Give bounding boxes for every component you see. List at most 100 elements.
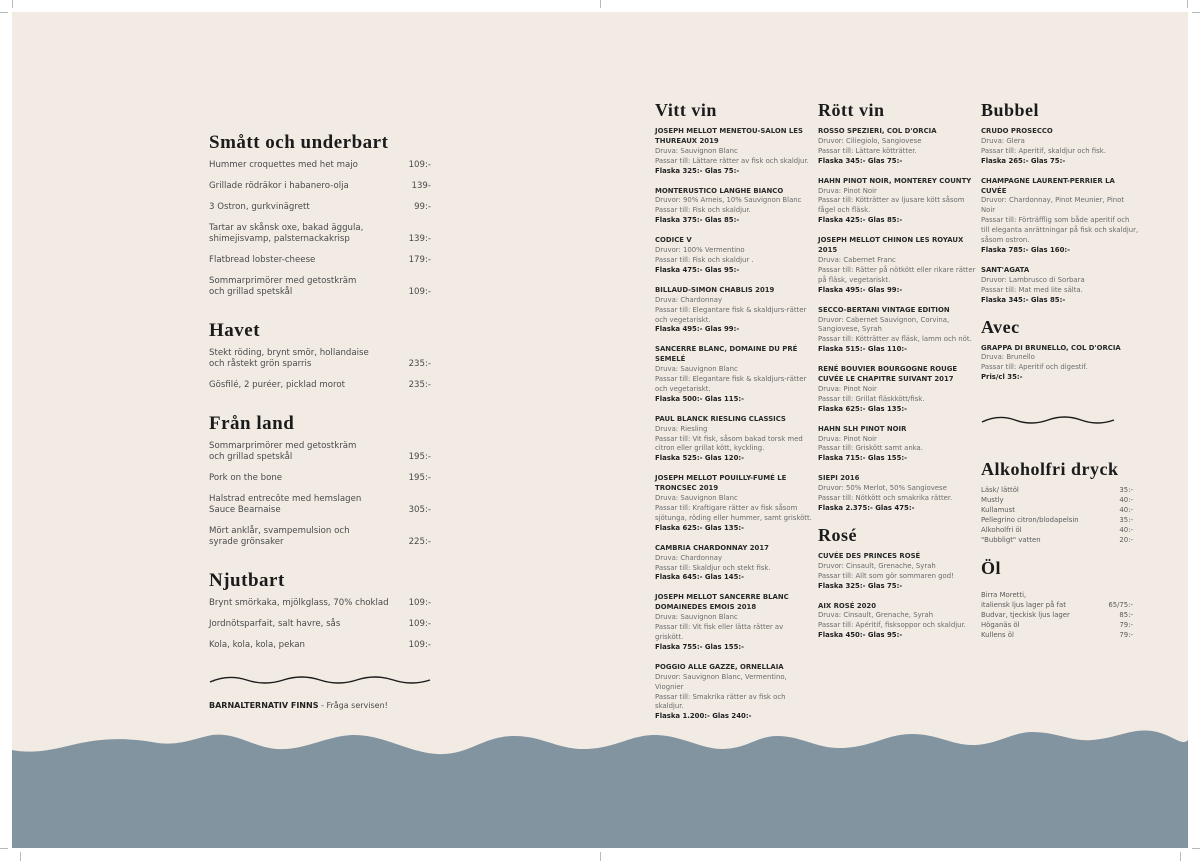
wine-pairing: Passar till: Nötkött och smakrika rätter… <box>818 494 953 503</box>
wine-name: Joseph Mellot Sancerre Blanc Domainedes … <box>655 593 789 612</box>
drink-price: 35:- <box>1119 515 1133 524</box>
section-heading: Vitt vin <box>655 100 717 120</box>
wine-grape: Druva: Sauvignon Blanc <box>655 365 738 374</box>
wave-divider-icon <box>209 676 431 684</box>
wine-pairing: Passar till: Fisk och skaldjur. <box>655 206 751 215</box>
drink-name: Birra Moretti, italiensk ljus lager på f… <box>981 591 1066 610</box>
wine-pairing: Passar till: Griskött samt anka. <box>818 444 923 453</box>
section-heading: Smått och underbart <box>209 132 389 153</box>
dish-item: Flatbread lobster-cheese 179:- <box>209 255 431 266</box>
wine-name: Secco-Bertani Vintage Edition <box>818 305 950 314</box>
crop-mark <box>600 0 601 8</box>
drink-price: 79:- <box>1119 621 1133 630</box>
wine-price: Flaska 425:- Glas 85:- <box>818 216 903 225</box>
dish-item: Hummer croquettes med het majo 109:- <box>209 160 431 171</box>
menu-section: Njutbart Brynt smörkaka, mjölkglass, 70% … <box>209 570 431 651</box>
wine-price: Flaska 715:- Glas 155:- <box>818 454 908 463</box>
dish-name: Mört anklår, svampemulsion och syrade gr… <box>209 526 350 547</box>
dish-item: Kola, kola, kola, pekan 109:- <box>209 640 431 651</box>
drink-name: Höganäs öl <box>981 621 1020 630</box>
wine-name: Hahn Pinot Noir, Monterey County <box>818 176 972 185</box>
dish-name: Hummer croquettes med het majo <box>209 160 358 170</box>
wine-entry: Joseph Mellot Menetou-Salon Les Thureaux… <box>655 127 813 177</box>
wine-name: AIX Rosé 2020 <box>818 601 877 610</box>
drink-item: Läsk/ lättöl 35:- <box>981 486 1133 496</box>
soft-drinks-beer-column: Alkoholfri dryck Läsk/ lättöl 35:- Mustly 40… <box>981 458 1133 641</box>
sparkling-avec-column: Bubbel Crudo Prosecco Druva: Glera Passar t… <box>981 99 1139 427</box>
wine-pairing: Passar till: Allt som gör sommaren god! <box>818 571 954 580</box>
wine-grape: Druvor: Cinsault, Grenache, Syrah <box>818 561 936 570</box>
drink-price: 65/75:- <box>1108 601 1133 610</box>
dish-item: Sommarprimörer med getostkräm och grilla… <box>209 276 431 298</box>
wave-divider-icon <box>981 416 1115 424</box>
wine-price: Flaska 450:- Glas 95:- <box>818 631 903 640</box>
dish-price: 179:- <box>408 255 431 265</box>
wine-pairing: Passar till: Aperitif, skaldjur och fisk… <box>981 146 1106 155</box>
wine-entry: Cambria Chardonnay 2017 Druva: Chardonnay… <box>655 544 813 584</box>
wine-pairing: Passar till: Lättare kötträtter. <box>818 146 917 155</box>
wine-grape: Druva: Cabernet Franc <box>818 255 896 264</box>
wine-grape: Druvor: Lambrusco di Sorbara <box>981 275 1085 284</box>
wine-grape: Druva: Riesling <box>655 424 708 433</box>
drink-name: Kullamust <box>981 505 1015 514</box>
dish-price: 109:- <box>408 287 431 297</box>
wine-grape: Druva: Pinot Noir <box>818 186 877 195</box>
wine-entry: Joseph Mellot Chinon Les Royaux 2015 Druv… <box>818 236 976 295</box>
wine-pairing: Passar till: Apéritif, fisksoppor och sk… <box>818 621 966 630</box>
wine-pairing: Passar till: Rätter på nötkött eller rik… <box>818 265 976 284</box>
wine-name: Poggio Alle Gazze, Ornellaia <box>655 662 784 671</box>
dish-name: Kola, kola, kola, pekan <box>209 640 305 650</box>
section-heading: Rosé <box>818 524 857 545</box>
wine-name: Cuvée des Princes Rosé <box>818 551 921 560</box>
wine-entry: Rosso Spezieri, Col d'Orcia Druvor: Cilie… <box>818 127 976 167</box>
wine-grape: Druvor: 100% Vermentino <box>655 246 745 255</box>
crop-mark <box>20 852 21 861</box>
wine-pairing: Passar till: Lättare rätter av fisk och … <box>655 156 809 165</box>
dish-name: 3 Ostron, gurkvinägrett <box>209 202 310 212</box>
white-wine-column: Vitt vin Joseph Mellot Menetou-Salon Les … <box>655 99 813 732</box>
wine-name: Joseph Mellot Chinon Les Royaux 2015 <box>818 236 964 255</box>
crop-mark <box>1187 0 1188 8</box>
drink-item: Alkoholfri öl 40:- <box>981 526 1133 536</box>
wine-price: Flaska 375:- Glas 85:- <box>655 216 740 225</box>
wine-entry: Billaud-Simon Chablis 2019 Druva: Chardon… <box>655 286 813 336</box>
wine-section: Rosé Cuvée des Princes Rosé Druvor: Cinsau… <box>818 524 976 641</box>
dish-item: Jordnötsparfait, salt havre, sås 109:- <box>209 619 431 630</box>
wine-grape: Druva: Sauvignon Blanc <box>655 146 738 155</box>
dish-name: Halstrad entrecôte med hemslagen Sauce B… <box>209 494 362 515</box>
wine-entry: Poggio Alle Gazze, Ornellaia Druvor: Sauv… <box>655 663 813 722</box>
dish-item: Pork on the bone 195:- <box>209 473 431 484</box>
dish-name: Sommarprimörer med getostkräm och grilla… <box>209 441 357 462</box>
drink-name: Mustly <box>981 495 1004 504</box>
wine-price: Flaska 625:- Glas 135:- <box>818 404 908 413</box>
dish-item: Halstrad entrecôte med hemslagen Sauce B… <box>209 494 431 516</box>
drink-price: 20:- <box>1119 535 1133 544</box>
soft-drinks-section: Alkoholfri dryck Läsk/ lättöl 35:- Mustly 40… <box>981 458 1133 545</box>
dish-price: 225:- <box>408 537 431 547</box>
menu-spread <box>12 12 1188 848</box>
wine-entry: Grappa di Brunello, Col d'Orcia Druva: Br… <box>981 344 1139 384</box>
wine-price: Flaska 525:- Glas 120:- <box>655 454 745 463</box>
wine-entry: Monterustico Langhe Bianco Druvor: 90% Ar… <box>655 187 813 227</box>
dish-item: Sommarprimörer med getostkräm och grilla… <box>209 441 431 463</box>
wine-price: Flaska 495:- Glas 99:- <box>655 325 740 334</box>
wine-pairing: Passar till: Elegantare fisk & skaldjurs… <box>655 305 807 324</box>
wine-price: Flaska 475:- Glas 95:- <box>655 265 740 274</box>
wine-price: Flaska 265:- Glas 75:- <box>981 156 1066 165</box>
wine-section: Bubbel Crudo Prosecco Druva: Glera Passar t… <box>981 99 1139 306</box>
food-menu-column: Smått och underbart Hummer croquettes med… <box>209 132 431 710</box>
drink-price: 35:- <box>1119 486 1133 494</box>
wine-price: Flaska 645:- Glas 145:- <box>655 573 745 582</box>
drink-item: Pellegrino citron/blodapelsin 35:- <box>981 516 1133 526</box>
drink-item: Höganäs öl 79:- <box>981 621 1133 631</box>
wine-name: Champagne Laurent-Perrier La Cuvée <box>981 176 1115 195</box>
wine-pairing: Passar till: Kötträtter av ljusare kött … <box>818 196 965 215</box>
wine-pairing: Passar till: Vit fisk, såsom bakad torsk… <box>655 434 803 453</box>
wine-name: Billaud-Simon Chablis 2019 <box>655 285 775 294</box>
wine-price: Flaska 325:- Glas 75:- <box>655 166 740 175</box>
dish-price: 195:- <box>408 452 431 462</box>
wine-name: Codice V <box>655 236 692 245</box>
wine-entry: René Bouvier Bourgogne Rouge Cuvée Le Ch… <box>818 365 976 415</box>
section-heading: Avec <box>981 316 1020 337</box>
drink-item: Budvar, tjeckisk ljus lager 85:- <box>981 611 1133 621</box>
